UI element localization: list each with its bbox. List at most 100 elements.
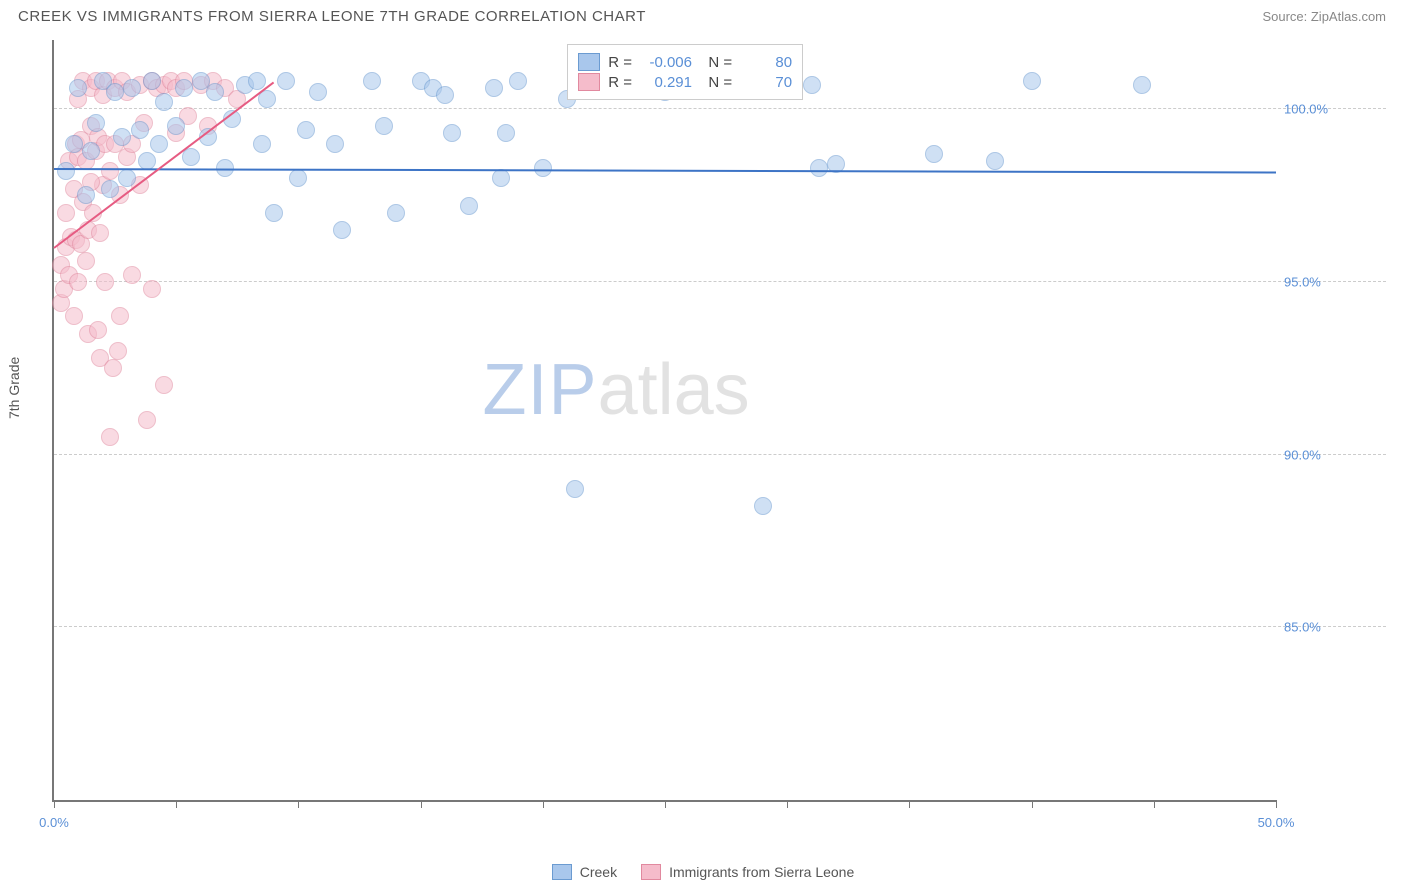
- data-point-sierra: [104, 359, 122, 377]
- data-point-sierra: [143, 280, 161, 298]
- data-point-creek: [497, 124, 515, 142]
- data-point-creek: [82, 142, 100, 160]
- correlation-legend: R = -0.006 N = 80 R = 0.291 N = 70: [567, 44, 803, 100]
- data-point-sierra: [111, 307, 129, 325]
- data-point-creek: [150, 135, 168, 153]
- x-tick: [787, 800, 788, 808]
- data-point-creek: [297, 121, 315, 139]
- y-tick-label: 85.0%: [1284, 620, 1380, 635]
- y-axis-label: 7th Grade: [6, 357, 22, 419]
- data-point-sierra: [155, 376, 173, 394]
- plot-region: ZIPatlas R = -0.006 N = 80 R = 0.291 N =…: [52, 40, 1276, 802]
- x-tick: [421, 800, 422, 808]
- legend-row-sierra: R = 0.291 N = 70: [578, 73, 792, 91]
- series-legend: Creek Immigrants from Sierra Leone: [0, 864, 1406, 880]
- data-point-creek: [986, 152, 1004, 170]
- data-point-creek: [375, 117, 393, 135]
- data-point-creek: [167, 117, 185, 135]
- data-point-creek: [754, 497, 772, 515]
- data-point-creek: [289, 169, 307, 187]
- legend-swatch-sierra: [578, 73, 600, 91]
- watermark-zip: ZIP: [483, 350, 598, 430]
- legend-swatch-creek: [578, 53, 600, 71]
- data-point-creek: [333, 221, 351, 239]
- data-point-sierra: [69, 273, 87, 291]
- data-point-creek: [1023, 72, 1041, 90]
- legend-bottom-swatch-creek: [552, 864, 572, 880]
- data-point-sierra: [96, 273, 114, 291]
- data-point-creek: [106, 83, 124, 101]
- data-point-sierra: [89, 321, 107, 339]
- data-point-creek: [492, 169, 510, 187]
- data-point-sierra: [123, 266, 141, 284]
- x-tick: [543, 800, 544, 808]
- gridline: [54, 454, 1386, 455]
- data-point-sierra: [109, 342, 127, 360]
- data-point-sierra: [77, 252, 95, 270]
- data-point-creek: [387, 204, 405, 222]
- x-tick-label: 50.0%: [1258, 815, 1295, 830]
- gridline: [54, 108, 1386, 109]
- data-point-creek: [326, 135, 344, 153]
- y-tick-label: 95.0%: [1284, 274, 1380, 289]
- legend-bottom-label-creek: Creek: [580, 864, 617, 880]
- data-point-creek: [69, 79, 87, 97]
- data-point-creek: [138, 152, 156, 170]
- x-tick-label: 0.0%: [39, 815, 69, 830]
- r-value-sierra: 0.291: [640, 74, 692, 91]
- n-value-creek: 80: [740, 54, 792, 71]
- data-point-creek: [363, 72, 381, 90]
- legend-bottom-swatch-sierra: [641, 864, 661, 880]
- trend-line-creek: [54, 168, 1276, 173]
- data-point-creek: [131, 121, 149, 139]
- data-point-sierra: [65, 307, 83, 325]
- data-point-creek: [810, 159, 828, 177]
- data-point-sierra: [101, 162, 119, 180]
- chart-area: 7th Grade ZIPatlas R = -0.006 N = 80 R =…: [18, 40, 1386, 842]
- data-point-creek: [155, 93, 173, 111]
- data-point-creek: [443, 124, 461, 142]
- gridline: [54, 281, 1386, 282]
- x-tick: [1276, 800, 1277, 808]
- x-tick: [1032, 800, 1033, 808]
- r-value-creek: -0.006: [640, 54, 692, 71]
- data-point-creek: [460, 197, 478, 215]
- x-tick: [298, 800, 299, 808]
- data-point-creek: [143, 72, 161, 90]
- data-point-creek: [309, 83, 327, 101]
- data-point-creek: [175, 79, 193, 97]
- data-point-creek: [113, 128, 131, 146]
- chart-title: CREEK VS IMMIGRANTS FROM SIERRA LEONE 7T…: [18, 8, 646, 25]
- data-point-creek: [1133, 76, 1151, 94]
- data-point-creek: [534, 159, 552, 177]
- data-point-creek: [265, 204, 283, 222]
- data-point-sierra: [57, 204, 75, 222]
- data-point-creek: [57, 162, 75, 180]
- x-tick: [665, 800, 666, 808]
- data-point-sierra: [138, 411, 156, 429]
- data-point-creek: [509, 72, 527, 90]
- data-point-creek: [118, 169, 136, 187]
- data-point-creek: [182, 148, 200, 166]
- watermark: ZIPatlas: [483, 349, 750, 431]
- data-point-creek: [436, 86, 454, 104]
- data-point-creek: [101, 180, 119, 198]
- chart-header: CREEK VS IMMIGRANTS FROM SIERRA LEONE 7T…: [0, 0, 1406, 29]
- data-point-creek: [87, 114, 105, 132]
- legend-item-sierra: Immigrants from Sierra Leone: [641, 864, 854, 880]
- data-point-creek: [65, 135, 83, 153]
- legend-bottom-label-sierra: Immigrants from Sierra Leone: [669, 864, 854, 880]
- data-point-creek: [253, 135, 271, 153]
- data-point-sierra: [101, 428, 119, 446]
- y-tick-label: 90.0%: [1284, 447, 1380, 462]
- y-tick-label: 100.0%: [1284, 102, 1380, 117]
- data-point-creek: [277, 72, 295, 90]
- x-tick: [909, 800, 910, 808]
- watermark-atlas: atlas: [598, 350, 750, 430]
- legend-row-creek: R = -0.006 N = 80: [578, 53, 792, 71]
- legend-item-creek: Creek: [552, 864, 617, 880]
- gridline: [54, 626, 1386, 627]
- data-point-creek: [925, 145, 943, 163]
- source-attribution: Source: ZipAtlas.com: [1262, 9, 1386, 24]
- data-point-creek: [803, 76, 821, 94]
